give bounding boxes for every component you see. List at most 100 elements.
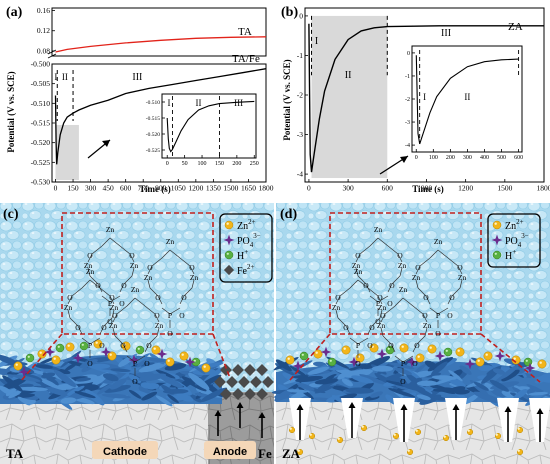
legend-symbol: H: [237, 251, 244, 262]
inset-xtick-a-label: 0: [166, 161, 169, 167]
ion-highlight: [468, 430, 470, 432]
atom-o: O: [120, 341, 126, 350]
inset-ytick-b-label: 0: [407, 51, 410, 57]
ion-highlight: [16, 364, 18, 366]
series-label-ta: TA: [238, 26, 252, 38]
substrate-label-za: ZA: [282, 446, 301, 461]
ta-series-line: [56, 37, 267, 52]
ion-highlight: [418, 356, 420, 358]
ion-highlight: [526, 360, 528, 362]
atom-o: O: [387, 299, 393, 308]
inset-region-label-b: II: [464, 92, 470, 102]
ion-highlight: [416, 430, 418, 432]
region-label-b: III: [441, 28, 451, 39]
zn-ion: [202, 364, 210, 372]
legend-symbol: PO: [237, 236, 250, 247]
h-ion: [444, 348, 452, 356]
substrate-label-ta: TA: [6, 446, 24, 461]
ion-highlight: [138, 348, 140, 350]
atom-o: O: [147, 263, 153, 272]
atom-zn: Zn: [398, 261, 407, 270]
inset-xtick-a-label: 150: [215, 161, 224, 167]
inset-xtick-b-label: 0: [415, 155, 418, 161]
zn-ion: [484, 352, 492, 360]
ion-highlight: [330, 360, 332, 362]
atom-o: O: [119, 299, 125, 308]
region-label-a: I: [54, 72, 57, 82]
atom-o: O: [389, 281, 395, 290]
legend-superscript: +: [512, 248, 516, 256]
legend-superscript: +: [244, 248, 248, 256]
atom-zn: Zn: [130, 261, 139, 270]
atom-o: O: [415, 263, 421, 272]
inset-ytick-a-label: -0.510: [146, 100, 160, 106]
ion-highlight: [362, 426, 364, 428]
atom-zn: Zn: [332, 303, 341, 312]
panel-d-label: (d): [280, 207, 297, 222]
xtick-b-label: 1800: [537, 184, 550, 193]
region-label-a: III: [132, 72, 142, 83]
lower-ytick-label: -0.520: [31, 138, 51, 147]
xtick-b-label: 0: [307, 184, 311, 193]
ion-highlight: [96, 342, 98, 344]
legend-superscript: 2+: [247, 263, 255, 271]
atom-zn: Zn: [64, 303, 73, 312]
ion-highlight: [28, 356, 30, 358]
region-label-b: II: [345, 70, 352, 81]
xtick-a-label: 300: [85, 184, 97, 193]
ion-highlight: [496, 434, 498, 436]
xtick-a-label: 150: [67, 184, 79, 193]
atom-o: O: [67, 293, 73, 302]
ion-highlight: [110, 354, 112, 356]
panel-a: (a) Potential (V vs. SCE) Time (s) 0.080…: [6, 5, 274, 194]
zn-ion: [400, 344, 408, 352]
legend-superscript: 3−: [253, 232, 261, 240]
ion-highlight: [444, 436, 446, 438]
ion-highlight: [540, 362, 542, 364]
atom-zn: Zn: [434, 237, 443, 246]
atom-p: P: [401, 359, 405, 368]
zn-ion: [180, 352, 188, 360]
xtick-a-label: 1200: [188, 184, 203, 193]
inset-region-label-a: III: [234, 98, 243, 108]
panel-a-label: (a): [6, 5, 23, 20]
inset-xtick-a-label: 100: [198, 161, 207, 167]
atom-o: O: [397, 251, 403, 260]
ion-highlight: [458, 350, 460, 352]
legend-symbol: Zn: [505, 221, 516, 232]
atom-p: P: [88, 341, 92, 350]
inset-region-label-b: I: [423, 92, 426, 102]
lower-ytick-label: -0.505: [31, 79, 51, 88]
atom-o: O: [129, 251, 135, 260]
ion-highlight: [168, 360, 170, 362]
region-label-b: I: [315, 36, 318, 47]
upper-ytick-label: 0.16: [37, 6, 50, 15]
ion-highlight: [182, 354, 184, 356]
atom-o: O: [343, 323, 349, 332]
xtick-a-label: 600: [120, 184, 132, 193]
atom-o: O: [335, 293, 341, 302]
atom-zn: Zn: [354, 267, 363, 276]
atom-zn: Zn: [412, 273, 421, 282]
panel-b-ylabel: Potential (V vs. SCE): [282, 59, 292, 140]
xtick-a-label: 1050: [171, 184, 186, 193]
region-shade-a: [56, 125, 79, 180]
h-ion: [225, 251, 233, 259]
ion-highlight: [338, 438, 340, 440]
inset-ytick-b-label: -2: [405, 97, 410, 103]
atom-zn: Zn: [106, 225, 115, 234]
ion-highlight: [54, 358, 56, 360]
atom-zn: Zn: [378, 303, 387, 312]
ion-highlight: [402, 346, 404, 348]
atom-zn: Zn: [423, 321, 432, 330]
atom-o: O: [101, 323, 107, 332]
xtick-a-label: 0: [54, 184, 58, 193]
atom-zn: Zn: [374, 225, 383, 234]
panel-a-ylabel: Potential (V vs. SCE): [6, 71, 16, 152]
atom-o: O: [457, 263, 463, 272]
xtick-a-label: 1350: [206, 184, 221, 193]
region-label-a: II: [62, 72, 68, 82]
atom-o: O: [99, 341, 105, 350]
atom-zn: Zn: [109, 321, 118, 330]
inset-xtick-a-label: 200: [232, 161, 241, 167]
